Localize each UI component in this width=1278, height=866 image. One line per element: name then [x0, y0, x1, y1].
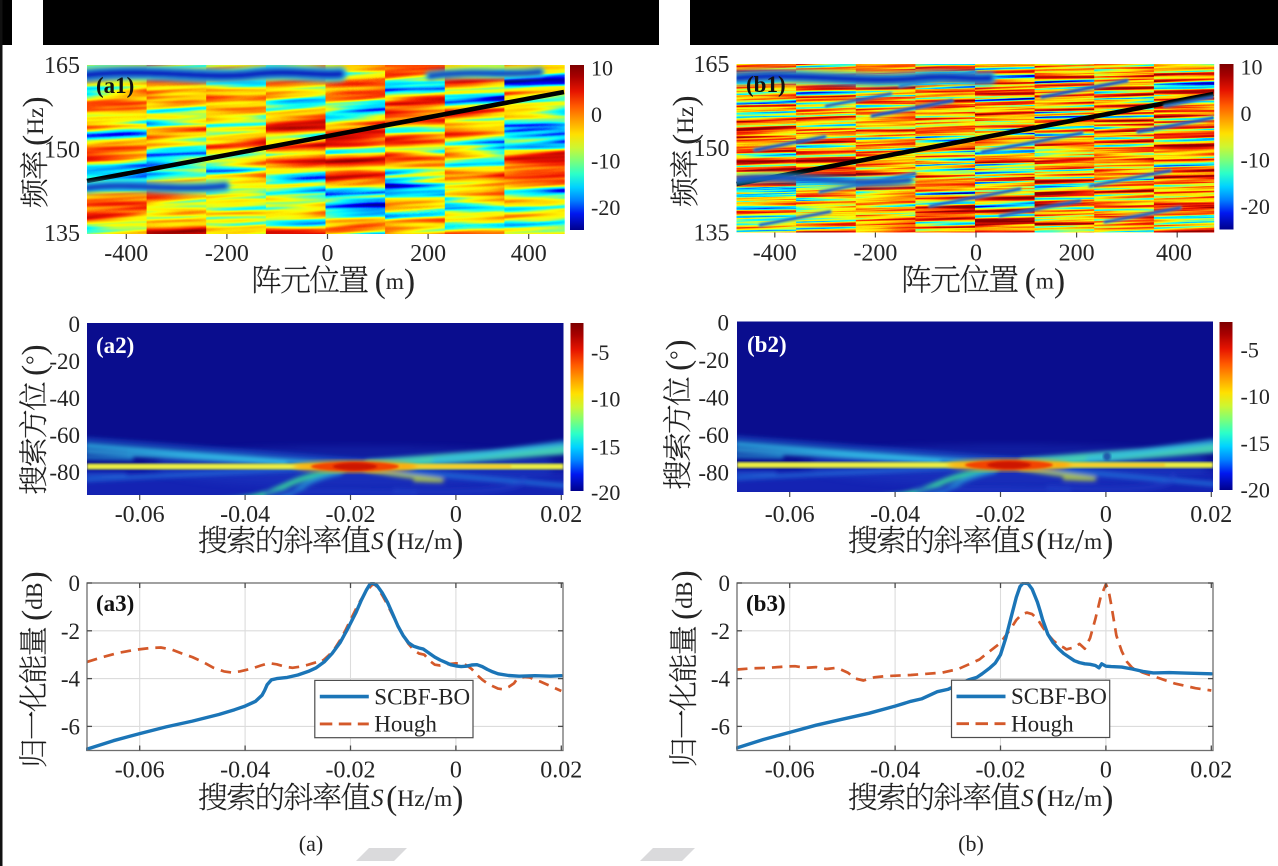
- svg-text:-6: -6: [711, 714, 730, 739]
- svg-text:0.02: 0.02: [540, 502, 582, 528]
- svg-text:-0.04: -0.04: [870, 758, 920, 784]
- svg-text:0: 0: [719, 571, 731, 596]
- svg-text:-40: -40: [698, 386, 729, 411]
- svg-text:-6: -6: [61, 714, 80, 739]
- svg-text:-0.06: -0.06: [115, 758, 165, 784]
- svg-text:-5: -5: [1241, 338, 1259, 363]
- svg-text:-0.02: -0.02: [976, 758, 1026, 784]
- svg-text:-5: -5: [591, 340, 609, 365]
- svg-text:0: 0: [322, 241, 334, 267]
- svg-text:-4: -4: [61, 667, 81, 692]
- svg-text:-10: -10: [1241, 384, 1270, 409]
- svg-text:-4: -4: [711, 667, 731, 692]
- svg-text:-20: -20: [49, 349, 80, 374]
- svg-text:(b2): (b2): [747, 332, 787, 357]
- svg-text:135: 135: [694, 220, 730, 246]
- svg-text:-400: -400: [104, 241, 148, 267]
- svg-text:0.02: 0.02: [540, 758, 582, 784]
- svg-text:-0.02: -0.02: [326, 758, 376, 784]
- svg-text:0: 0: [970, 241, 982, 267]
- svg-text:0: 0: [450, 502, 462, 528]
- svg-text:-0.02: -0.02: [976, 502, 1026, 528]
- svg-text:0: 0: [450, 758, 462, 784]
- svg-text:Hough: Hough: [1011, 712, 1074, 737]
- svg-text:-20: -20: [1241, 478, 1270, 503]
- svg-text:-0.04: -0.04: [220, 502, 270, 528]
- svg-text:(a): (a): [299, 831, 323, 856]
- svg-text:S: S: [371, 528, 384, 555]
- svg-text:(a2): (a2): [96, 333, 134, 358]
- svg-text:-60: -60: [49, 423, 80, 448]
- svg-text:-200: -200: [853, 241, 897, 267]
- svg-text:0: 0: [69, 571, 81, 596]
- svg-text:-80: -80: [49, 460, 80, 485]
- svg-text:-20: -20: [698, 348, 729, 373]
- svg-text:-40: -40: [49, 386, 80, 411]
- svg-text:400: 400: [511, 241, 547, 267]
- svg-text:(​Hz)​: (​Hz)​: [667, 95, 704, 145]
- svg-text:(b1): (b1): [746, 72, 786, 97]
- svg-text:(​Hz/​m)​: (​Hz/​m)​: [1036, 780, 1113, 817]
- svg-text:(​Hz/​m)​: (​Hz/​m)​: [386, 523, 463, 560]
- svg-text:(​°)​: (​°)​: [16, 344, 53, 376]
- svg-text:-10: -10: [591, 387, 620, 412]
- svg-text:(​m)​: (​m)​: [375, 263, 416, 300]
- svg-text:Hough: Hough: [374, 712, 437, 737]
- svg-text:400: 400: [1156, 241, 1192, 267]
- svg-text:-20: -20: [591, 480, 620, 505]
- svg-text:-20: -20: [591, 195, 620, 220]
- svg-text:(a3): (a3): [96, 591, 134, 616]
- svg-text:-15: -15: [1241, 431, 1270, 456]
- svg-text:-0.04: -0.04: [220, 758, 270, 784]
- svg-text:SCBF-BO: SCBF-BO: [1011, 684, 1107, 709]
- svg-text:-2: -2: [711, 619, 730, 644]
- svg-text:-60: -60: [698, 423, 729, 448]
- svg-text:-400: -400: [753, 241, 797, 267]
- svg-text:(​dB)​: (​dB)​: [16, 571, 53, 621]
- svg-text:150: 150: [44, 138, 80, 164]
- svg-text:0: 0: [1241, 101, 1252, 126]
- svg-text:(a1): (a1): [96, 73, 134, 98]
- svg-text:0: 0: [718, 311, 730, 336]
- svg-text:S: S: [1021, 785, 1034, 812]
- svg-text:(​dB)​: (​dB)​: [666, 570, 703, 620]
- svg-text:(​m)​: (​m)​: [1025, 263, 1066, 300]
- svg-text:(​°)​: (​°)​: [660, 339, 697, 371]
- svg-text:0: 0: [1100, 502, 1112, 528]
- svg-text:-0.06: -0.06: [765, 758, 815, 784]
- svg-text:-20: -20: [1241, 194, 1270, 219]
- svg-text:-200: -200: [205, 241, 249, 267]
- svg-text:-10: -10: [1241, 148, 1270, 173]
- svg-text:0.02: 0.02: [1190, 758, 1232, 784]
- svg-text:0: 0: [1100, 758, 1112, 784]
- svg-text:-0.02: -0.02: [326, 502, 376, 528]
- svg-text:-15: -15: [591, 435, 620, 460]
- svg-text:-80: -80: [698, 461, 729, 486]
- svg-text:S: S: [1021, 528, 1034, 555]
- svg-text:135: 135: [44, 221, 80, 247]
- svg-text:165: 165: [694, 52, 730, 78]
- svg-text:10: 10: [591, 56, 613, 81]
- svg-text:-0.06: -0.06: [765, 502, 815, 528]
- svg-text:200: 200: [410, 241, 446, 267]
- svg-text:(​Hz/​m)​: (​Hz/​m)​: [386, 780, 463, 817]
- svg-text:(b): (b): [958, 831, 984, 856]
- svg-text:10: 10: [1241, 55, 1263, 80]
- svg-text:-2: -2: [61, 619, 80, 644]
- svg-text:-0.06: -0.06: [115, 502, 165, 528]
- svg-text:0: 0: [591, 102, 602, 127]
- svg-text:165: 165: [44, 53, 80, 79]
- svg-text:SCBF-BO: SCBF-BO: [374, 684, 470, 709]
- svg-text:-0.04: -0.04: [870, 502, 920, 528]
- svg-text:(​Hz)​: (​Hz)​: [17, 96, 54, 146]
- svg-text:0: 0: [69, 312, 81, 337]
- svg-text:200: 200: [1059, 241, 1095, 267]
- svg-text:(​Hz/​m)​: (​Hz/​m)​: [1036, 523, 1113, 560]
- svg-text:150: 150: [694, 136, 730, 162]
- svg-text:-10: -10: [591, 149, 620, 174]
- svg-text:S: S: [371, 785, 384, 812]
- svg-text:(b3): (b3): [746, 591, 786, 616]
- svg-text:0.02: 0.02: [1190, 502, 1232, 528]
